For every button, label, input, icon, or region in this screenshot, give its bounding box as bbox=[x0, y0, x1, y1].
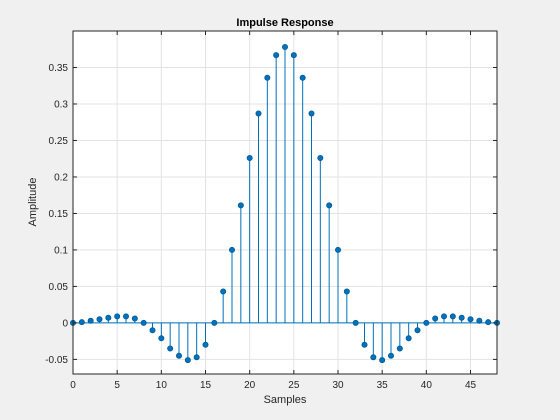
stem-marker bbox=[96, 316, 103, 323]
x-tick-label: 20 bbox=[244, 380, 256, 391]
stem-marker bbox=[449, 313, 456, 320]
stem-marker bbox=[281, 44, 288, 51]
stem-marker bbox=[202, 341, 209, 348]
tick-marks bbox=[72, 31, 497, 374]
stem-marker bbox=[308, 110, 315, 117]
stem-marker bbox=[485, 319, 492, 326]
axes-box bbox=[72, 30, 498, 375]
y-tick-labels: -0.05 0 0.05 0.1 0.15 0.2 0.25 0.3 0.35 bbox=[45, 63, 68, 366]
y-tick-label: 0.35 bbox=[49, 63, 69, 74]
stem-marker bbox=[140, 319, 147, 326]
stem-marker bbox=[78, 319, 85, 326]
x-tick-label: 15 bbox=[200, 380, 212, 391]
y-axis-label: Amplitude bbox=[27, 178, 39, 227]
stem-marker bbox=[211, 319, 218, 326]
stem-marker bbox=[105, 314, 112, 321]
stem-marker bbox=[361, 341, 368, 348]
y-tick-label: 0.1 bbox=[54, 245, 68, 256]
stem-marker bbox=[440, 313, 447, 320]
stem-marker bbox=[414, 327, 421, 334]
stem-marker bbox=[467, 316, 474, 323]
stem-marker bbox=[273, 52, 280, 59]
y-tick-label: 0.2 bbox=[54, 172, 68, 183]
stem-marker bbox=[476, 317, 483, 324]
stem-marker bbox=[299, 74, 306, 81]
stem-marker bbox=[405, 335, 412, 342]
chart-title: Impulse Response bbox=[236, 17, 333, 29]
stem-marker bbox=[114, 313, 121, 320]
stem-marker bbox=[317, 154, 324, 161]
stem-marker bbox=[423, 319, 430, 326]
x-tick-label: 5 bbox=[114, 380, 120, 391]
x-tick-label: 25 bbox=[288, 380, 300, 391]
stem-marker bbox=[237, 202, 244, 209]
stem-marker bbox=[458, 314, 465, 321]
stem-marker bbox=[396, 345, 403, 352]
stem-marker bbox=[246, 154, 253, 161]
stem-marker bbox=[149, 327, 156, 334]
y-tick-label: 0.3 bbox=[54, 99, 68, 110]
stem-marker bbox=[175, 352, 182, 359]
stem-marker bbox=[326, 202, 333, 209]
stem-marker bbox=[131, 315, 138, 322]
y-tick-label: 0.05 bbox=[49, 282, 69, 293]
y-tick-label: 0 bbox=[62, 318, 68, 329]
stem-marker bbox=[184, 357, 191, 364]
stem-marker bbox=[87, 317, 94, 324]
stem-marker bbox=[290, 52, 297, 59]
stem-marker bbox=[220, 288, 227, 295]
stem-marker bbox=[343, 288, 350, 295]
stem-marker bbox=[264, 74, 271, 81]
stem-marker bbox=[123, 313, 130, 320]
x-tick-label: 0 bbox=[70, 380, 76, 391]
x-tick-label: 35 bbox=[377, 380, 389, 391]
x-axis-label: Samples bbox=[264, 394, 307, 406]
x-tick-label: 45 bbox=[465, 380, 477, 391]
y-tick-label: -0.05 bbox=[45, 355, 68, 366]
stem-series bbox=[70, 44, 500, 364]
stem-marker bbox=[158, 335, 165, 342]
x-tick-label: 30 bbox=[332, 380, 344, 391]
stem-marker bbox=[167, 345, 174, 352]
stem-marker bbox=[387, 352, 394, 359]
stem-marker bbox=[379, 357, 386, 364]
x-tick-label: 10 bbox=[156, 380, 168, 391]
stem-marker bbox=[370, 354, 377, 361]
y-tick-label: 0.15 bbox=[49, 209, 69, 220]
stem-marker bbox=[255, 110, 262, 117]
stem-marker bbox=[193, 354, 200, 361]
y-tick-label: 0.25 bbox=[49, 136, 69, 147]
stem-marker bbox=[352, 319, 359, 326]
x-tick-labels: 0 5 10 15 20 25 30 35 40 45 bbox=[70, 380, 476, 391]
stem-marker bbox=[432, 315, 439, 322]
x-tick-label: 40 bbox=[421, 380, 433, 391]
stem-marker bbox=[228, 246, 235, 253]
stem-marker bbox=[334, 246, 341, 253]
